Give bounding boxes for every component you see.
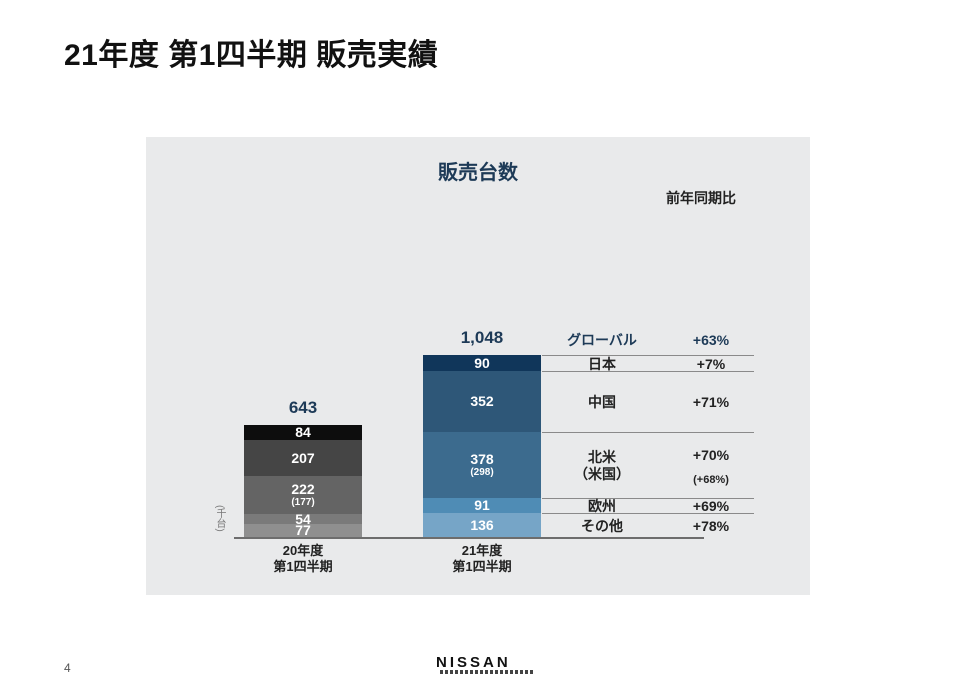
stacked-bar: 136 91 378 (298) 352 90 bbox=[423, 355, 541, 537]
bar-total: 643 bbox=[288, 398, 318, 418]
data-sublabel: (298) bbox=[470, 466, 494, 478]
yoy-row-other: その他 +78% bbox=[542, 513, 754, 538]
region-label: 北米 （米国） bbox=[542, 449, 662, 483]
chart-title: 販売台数 bbox=[438, 162, 518, 184]
data-label: 84 bbox=[295, 424, 311, 441]
data-label: 207 bbox=[291, 449, 315, 466]
yoy-value: +78% bbox=[692, 517, 730, 534]
bar-segment: 54 bbox=[244, 511, 362, 527]
stacked-bar: 77 54 222 (177) 207 84 bbox=[244, 424, 362, 539]
yoy-value-sub: (+68%) bbox=[693, 474, 729, 487]
x-tick-label: 21年度 第1四半期 bbox=[417, 543, 547, 575]
bar-segment: 136 bbox=[423, 513, 541, 537]
yoy-value-main: +70% bbox=[692, 447, 730, 464]
region-label: グローバル bbox=[567, 332, 637, 349]
yoy-value: +70% (+68%) bbox=[668, 447, 754, 489]
x-tick-label: 20年度 第1四半期 bbox=[238, 543, 368, 575]
logo-tagline-mark bbox=[440, 670, 534, 674]
bar-segment: 77 bbox=[244, 522, 362, 539]
region-label-line: 北米 bbox=[588, 448, 616, 465]
yoy-row-north-america: 北米 （米国） +70% (+68%) bbox=[542, 431, 754, 499]
data-label: 136 bbox=[470, 517, 494, 534]
data-sublabel: (177) bbox=[291, 496, 315, 508]
bar-segment: 352 bbox=[423, 370, 541, 432]
bar-segment: 378 (298) bbox=[423, 431, 541, 498]
region-label: 日本 bbox=[588, 355, 616, 372]
data-label: 378 bbox=[470, 450, 494, 467]
data-label: 222 bbox=[291, 480, 315, 497]
region-label: 中国 bbox=[588, 393, 616, 410]
data-label: 77 bbox=[295, 522, 311, 539]
bar-total: 1,048 bbox=[460, 328, 504, 348]
x-tick-label-line: 第1四半期 bbox=[452, 559, 512, 574]
data-label: 90 bbox=[474, 355, 490, 372]
x-axis-line bbox=[234, 537, 704, 539]
yoy-row-europe: 欧州 +69% bbox=[542, 497, 754, 515]
yoy-row-japan: 日本 +7% bbox=[542, 355, 754, 372]
yoy-value: +7% bbox=[696, 355, 726, 372]
yoy-value: +63% bbox=[692, 332, 730, 349]
x-tick-label-line: 20年度 bbox=[282, 543, 324, 558]
data-label: 91 bbox=[474, 497, 490, 514]
page-number: 4 bbox=[64, 661, 71, 675]
yoy-value: +69% bbox=[692, 497, 730, 514]
nissan-logo: NISSAN bbox=[436, 654, 511, 671]
bar-segment: 84 bbox=[244, 424, 362, 441]
region-label: その他 bbox=[581, 517, 623, 534]
page-title: 21年度 第1四半期 販売実績 bbox=[64, 39, 439, 72]
x-tick-label-line: 21年度 bbox=[461, 543, 503, 558]
yoy-row-global: グローバル +63% bbox=[542, 325, 754, 353]
region-label-line: （米国） bbox=[574, 465, 630, 482]
x-tick-label-line: 第1四半期 bbox=[273, 559, 333, 574]
bar-segment: 91 bbox=[423, 497, 541, 514]
bar-segment: 222 (177) bbox=[244, 475, 362, 515]
bar-segment: 207 bbox=[244, 439, 362, 476]
bar-segment: 90 bbox=[423, 355, 541, 371]
yoy-row-china: 中国 +71% bbox=[542, 370, 754, 433]
region-label: 欧州 bbox=[588, 497, 616, 514]
data-label: 352 bbox=[470, 393, 494, 410]
yoy-value: +71% bbox=[692, 393, 730, 410]
data-label: 54 bbox=[295, 510, 311, 527]
chart-panel: 販売台数 前年同期比 (千台) 643 1,048 77 54 222 (177) 20… bbox=[146, 137, 810, 595]
yoy-header: 前年同期比 bbox=[666, 190, 736, 206]
unit-label: (千台) bbox=[214, 505, 225, 532]
